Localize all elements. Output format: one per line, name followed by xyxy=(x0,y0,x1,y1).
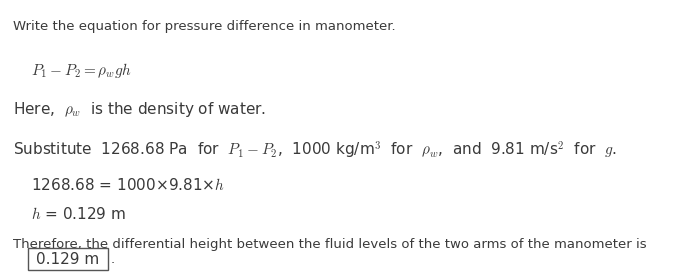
Text: $P_1-P_2 = \rho_w gh$: $P_1-P_2 = \rho_w gh$ xyxy=(31,61,132,80)
Text: Here,  $\rho_w$  is the density of water.: Here, $\rho_w$ is the density of water. xyxy=(13,100,266,118)
Text: 0.129 m: 0.129 m xyxy=(36,252,100,267)
FancyBboxPatch shape xyxy=(28,248,108,270)
Text: .: . xyxy=(110,253,114,266)
Text: Substitute  1268.68 Pa  for  $P_1-P_2$,  1000 kg/m$^3$  for  $\rho_w$,  and  9.8: Substitute 1268.68 Pa for $P_1-P_2$, 100… xyxy=(13,140,617,161)
Text: Therefore, the differential height between the fluid levels of the two arms of t: Therefore, the differential height betwe… xyxy=(13,238,646,251)
Text: $h$ = 0.129 m: $h$ = 0.129 m xyxy=(31,206,126,222)
Text: Write the equation for pressure difference in manometer.: Write the equation for pressure differen… xyxy=(13,20,395,33)
Text: 1268.68 = 1000×9.81×$h$: 1268.68 = 1000×9.81×$h$ xyxy=(31,177,225,193)
